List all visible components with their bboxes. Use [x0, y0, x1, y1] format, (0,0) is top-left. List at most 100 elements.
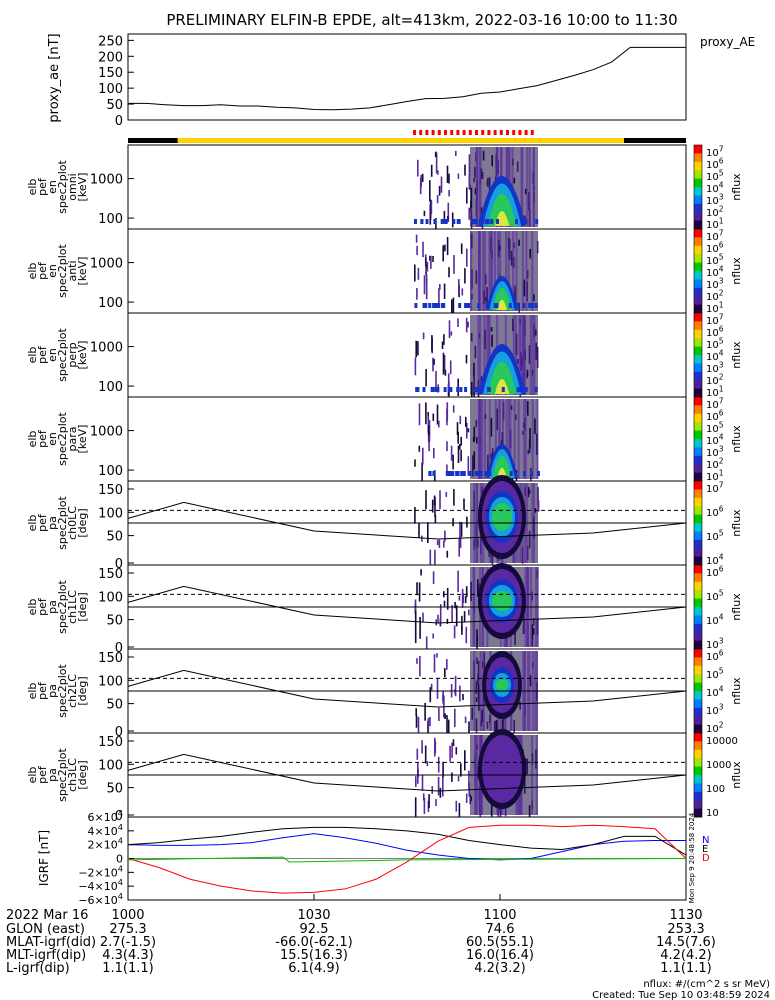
footer-row-label: GLON (east): [6, 922, 85, 937]
spec-streak: [446, 402, 449, 422]
spec-ylabel-line: [deg]: [76, 760, 89, 789]
side-timestamp: Mon Sep 9 20:48:58 2024: [688, 812, 696, 903]
status-red-mark: [468, 130, 472, 135]
spec-streak: [416, 288, 418, 300]
spec-low-speckle: [477, 303, 481, 308]
colorbar-tick-label: 107: [706, 145, 724, 160]
spec-streak: [429, 200, 432, 220]
spec-band-stripe: [531, 399, 534, 479]
spec-streak: [435, 619, 437, 626]
spec-low-speckle: [468, 471, 472, 476]
spec-streak: [442, 761, 444, 778]
pa-blob-green: [492, 591, 512, 611]
spec-streak: [429, 549, 432, 567]
spec-band-stripe: [512, 231, 515, 311]
colorbar-segment: [694, 775, 702, 784]
spec-low-speckle: [524, 219, 528, 224]
spec-band-stripe: [479, 315, 482, 395]
colorbar-tick-label: 106: [706, 409, 724, 424]
spec-streak: [451, 299, 453, 315]
colorbar-zlabel: nflux: [730, 509, 743, 537]
spec-streak: [453, 625, 456, 639]
colorbar-segment: [694, 539, 702, 549]
spec-ylabel-line: pa: [46, 516, 59, 530]
spec-low-speckle: [501, 387, 505, 392]
colorbar-tick-label: 103: [706, 277, 724, 292]
colorbar-segment: [694, 707, 702, 717]
colorbar-segment: [694, 724, 702, 734]
spec-streak: [442, 694, 444, 702]
spec-streak: [432, 413, 435, 421]
spec-low-speckle: [432, 303, 436, 308]
footer-time-label: 1100: [483, 908, 516, 923]
spec-streak: [464, 268, 466, 284]
spec-streak: [464, 716, 467, 724]
spec-streak: [423, 210, 426, 217]
spec-ytick-label: 0: [115, 641, 123, 656]
colorbar-segment: [694, 506, 702, 516]
spec-streak: [425, 636, 428, 656]
spec-streak: [438, 420, 440, 428]
colorbar-segment: [694, 279, 702, 289]
spec-streak: [422, 447, 424, 465]
spec-streak: [422, 241, 424, 258]
spec-low-speckle: [530, 471, 533, 476]
spec-low-speckle: [474, 471, 478, 476]
spec-ylabel-line: spec2plot: [56, 748, 69, 802]
colorbar-segment: [694, 329, 702, 339]
status-red-mark: [431, 130, 435, 135]
spec-ylabel-line: [keV]: [76, 257, 89, 286]
colorbar-segment: [694, 581, 702, 591]
colorbar-segment: [694, 800, 702, 810]
spec-streak: [436, 195, 439, 204]
spec-ytick-label: 100: [98, 380, 123, 395]
spec-streak: [452, 297, 455, 319]
colorbar-tick-label: 10: [706, 808, 719, 819]
igrf-ytick-label: 2×104: [88, 836, 123, 852]
spec-streak: [446, 165, 449, 183]
status-red-mark: [493, 130, 497, 135]
spec-ylabel-line: en: [46, 348, 59, 362]
spec-ylabel-line: spec2plot: [56, 160, 69, 214]
spec-streak: [448, 173, 450, 184]
colorbar-tick-label: 106: [706, 241, 724, 256]
colorbar-segment: [694, 556, 702, 566]
spec-streak: [428, 432, 430, 437]
spec-ylabel-line: spec2plot: [56, 496, 69, 550]
spec-streak: [452, 405, 455, 413]
spec-streak: [465, 416, 467, 427]
colorbar-tick-label: 101: [706, 301, 724, 316]
proxy-ae-ytick-label: 200: [98, 50, 123, 65]
spec-low-speckle: [437, 303, 441, 308]
spec-streak: [434, 497, 436, 517]
spec-streak: [426, 761, 429, 767]
spec-band-stripe: [481, 399, 484, 479]
spec-ylabel-line: pef: [36, 177, 49, 196]
spec-ylabel-line: ch3LC: [66, 758, 79, 792]
spec-low-speckle: [487, 387, 490, 392]
colorbar-tick-label: 102: [706, 205, 724, 220]
colorbar-segment: [694, 405, 702, 415]
spec-band-stripe: [493, 231, 496, 311]
spec-ylabel-line: pa: [46, 600, 59, 614]
spec-ylabel-line: pef: [36, 513, 49, 532]
colorbar-segment: [694, 371, 702, 381]
spec-band-stripe: [515, 231, 518, 311]
spec-streak: [446, 237, 449, 256]
spec-streak: [428, 435, 430, 452]
spec-streak: [427, 717, 430, 732]
spec-streak: [460, 243, 463, 254]
colorbar-tick-label: 104: [706, 613, 724, 628]
spec-band-stripe: [509, 399, 512, 479]
spec-band-stripe: [475, 147, 478, 227]
spec-low-speckle: [422, 387, 426, 392]
status-red-mark: [437, 130, 441, 135]
status-red-mark: [413, 130, 416, 135]
colorbar-segment: [694, 254, 702, 264]
spec-streak: [435, 370, 437, 389]
colorbar-tick-label: 106: [706, 325, 724, 340]
colorbar-tick-label: 105: [706, 169, 724, 184]
spec-low-speckle: [465, 303, 469, 308]
spec-low-speckle: [424, 303, 428, 308]
spec-streak: [467, 321, 469, 328]
